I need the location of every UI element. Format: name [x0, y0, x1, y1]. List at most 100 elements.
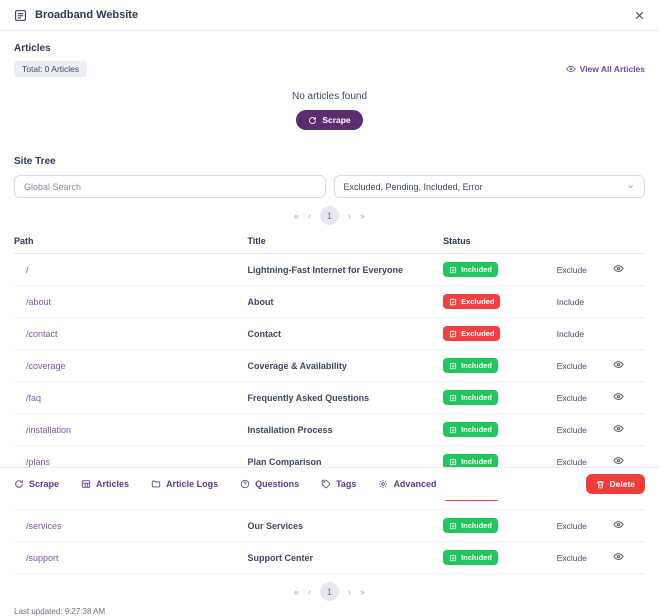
- row-eye-button[interactable]: [613, 359, 625, 370]
- row-path: /services: [14, 509, 248, 542]
- pagination-next-button[interactable]: ›: [348, 210, 351, 221]
- row-path: /about: [14, 285, 248, 318]
- row-action-link[interactable]: Exclude: [556, 456, 587, 467]
- pagination-top: « ‹ 1 › »: [14, 206, 645, 225]
- status-badge: Excluded: [443, 326, 501, 341]
- pagination-first-button[interactable]: «: [293, 210, 299, 221]
- status-badge-icon: [449, 426, 457, 434]
- footer-tab-tags[interactable]: Tags: [321, 479, 356, 489]
- row-action-link[interactable]: Exclude: [556, 552, 587, 563]
- column-header-path: Path: [14, 229, 248, 254]
- row-eye-button[interactable]: [613, 455, 625, 466]
- status-badge-label: Excluded: [461, 297, 495, 306]
- scrape-button[interactable]: Scrape: [296, 110, 363, 130]
- eye-icon: [566, 64, 576, 74]
- eye-icon: [613, 519, 625, 530]
- eye-icon: [613, 263, 625, 274]
- pagination-prev-button[interactable]: ‹: [308, 210, 311, 221]
- status-badge: Included: [443, 518, 498, 533]
- pagination-page-1[interactable]: 1: [320, 582, 339, 601]
- status-badge-icon: [449, 266, 457, 274]
- status-badge-label: Included: [461, 393, 492, 402]
- status-badge-icon: [449, 522, 457, 530]
- view-all-articles-label: View All Articles: [579, 64, 645, 74]
- column-header-status: Status: [443, 229, 557, 254]
- modal-header: Broadband Website: [0, 0, 659, 31]
- row-path: /support: [14, 541, 248, 574]
- status-badge-icon: [449, 362, 457, 370]
- status-badge-icon: [449, 458, 457, 466]
- last-updated-text: Last updated: 9:27:38 AM: [14, 607, 106, 616]
- footer-tab-advanced[interactable]: Advanced: [378, 479, 436, 489]
- row-action-link[interactable]: Exclude: [556, 520, 587, 531]
- row-action-link[interactable]: Include: [556, 328, 585, 339]
- articles-total-badge: Total: 0 Articles: [14, 61, 88, 77]
- site-tree-section: Site Tree Excluded, Pending, Included, E…: [0, 150, 659, 601]
- pagination-last-button[interactable]: »: [360, 210, 366, 221]
- status-badge-label: Included: [461, 553, 492, 562]
- refresh-icon: [14, 479, 24, 489]
- row-eye-button[interactable]: [613, 423, 625, 434]
- table-row: /installation Installation Process Inclu…: [14, 413, 645, 446]
- footer-tab-questions[interactable]: Questions: [240, 479, 299, 489]
- status-badge: Included: [443, 422, 498, 437]
- table-row: / Lightning-Fast Internet for Everyone I…: [14, 253, 645, 286]
- footer-tab-articles[interactable]: Articles: [81, 479, 129, 489]
- row-action-link[interactable]: Exclude: [556, 360, 587, 371]
- row-title: Support Center: [247, 541, 444, 574]
- table-row: /faq Frequently Asked Questions Included…: [14, 381, 645, 414]
- global-search-input[interactable]: [14, 175, 326, 198]
- site-tree-table-body: / Lightning-Fast Internet for Everyone I…: [14, 253, 645, 574]
- column-header-title: Title: [247, 229, 444, 254]
- footer-tab-label: Tags: [336, 479, 357, 489]
- row-title: About: [247, 285, 444, 318]
- pagination-page-1[interactable]: 1: [320, 206, 339, 225]
- pagination-prev-button[interactable]: ‹: [308, 586, 311, 597]
- modal-footer: Scrape Articles Article Logs: [0, 467, 659, 500]
- row-eye-button[interactable]: [613, 519, 625, 530]
- status-badge-icon: [449, 330, 457, 338]
- scrape-button-label: Scrape: [322, 115, 351, 125]
- table-row: /coverage Coverage & Availability Includ…: [14, 349, 645, 382]
- close-icon[interactable]: [634, 10, 645, 21]
- tag-icon: [321, 479, 331, 489]
- articles-section: Articles Total: 0 Articles View All Arti…: [0, 31, 659, 130]
- row-eye-button[interactable]: [613, 263, 625, 274]
- status-badge-label: Excluded: [461, 329, 495, 338]
- eye-icon: [613, 359, 625, 370]
- status-badge-icon: [449, 298, 457, 306]
- question-circle-icon: [240, 479, 250, 489]
- footer-tab-article-logs[interactable]: Article Logs: [151, 479, 218, 489]
- status-badge-icon: [449, 394, 457, 402]
- row-eye-button[interactable]: [613, 391, 625, 402]
- site-tree-table: Path Title Status / Lightning-Fast Inter…: [14, 229, 645, 574]
- delete-button[interactable]: Delete: [586, 474, 645, 494]
- status-badge: Included: [443, 358, 498, 373]
- row-action-link[interactable]: Exclude: [556, 424, 587, 435]
- pagination-last-button[interactable]: »: [360, 586, 366, 597]
- row-action-link[interactable]: Exclude: [556, 392, 587, 403]
- row-action-link[interactable]: Exclude: [556, 264, 587, 275]
- footer-tab-scrape[interactable]: Scrape: [14, 479, 59, 489]
- row-eye-button[interactable]: [613, 551, 625, 562]
- footer-tab-label: Advanced: [393, 479, 437, 489]
- status-filter-select[interactable]: Excluded, Pending, Included, Error: [333, 175, 645, 198]
- pagination-next-button[interactable]: ›: [348, 586, 351, 597]
- pagination-first-button[interactable]: «: [293, 586, 299, 597]
- view-all-articles-button[interactable]: View All Articles: [566, 64, 645, 74]
- trash-icon: [596, 480, 605, 489]
- status-badge-label: Included: [461, 361, 492, 370]
- status-badge: Included: [443, 550, 498, 565]
- row-path: /contact: [14, 317, 248, 350]
- row-title: Coverage & Availability: [247, 349, 444, 382]
- articles-section-title: Articles: [14, 43, 51, 54]
- status-badge-label: Included: [461, 521, 492, 530]
- row-title: Installation Process: [247, 413, 444, 446]
- row-path: /faq: [14, 381, 248, 414]
- footer-tab-label: Questions: [255, 479, 300, 489]
- row-action-link[interactable]: Include: [556, 296, 585, 307]
- status-badge: Included: [443, 262, 498, 277]
- table-row: /contact Contact Excluded Include: [14, 317, 645, 350]
- column-header-action: [556, 229, 614, 254]
